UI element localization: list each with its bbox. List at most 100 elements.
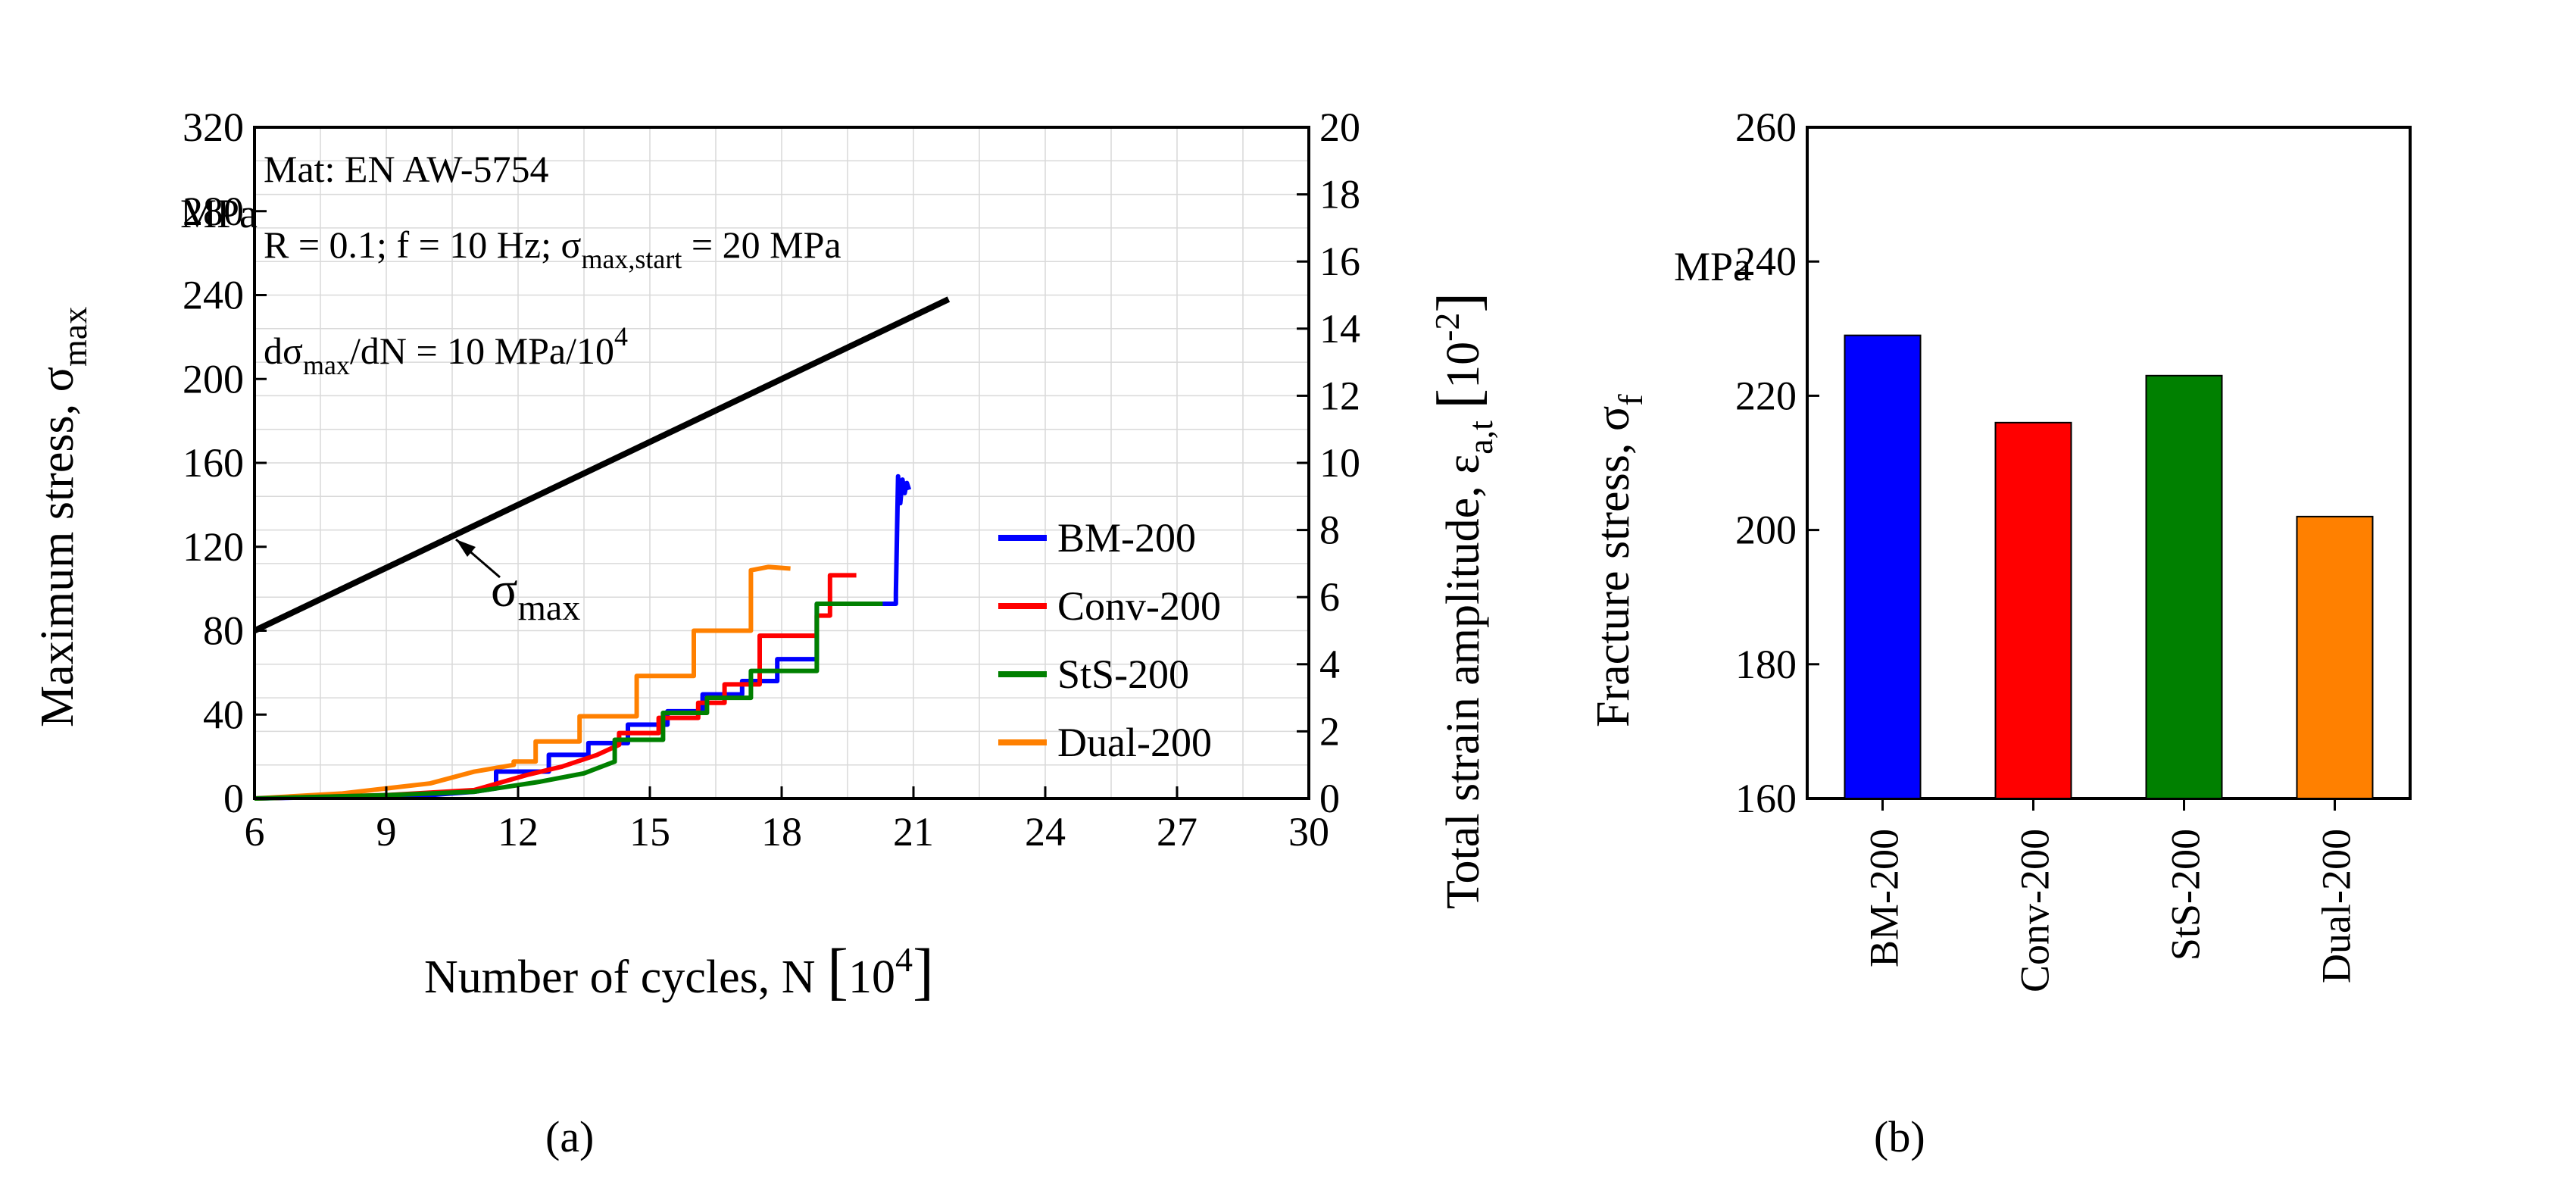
sigma-max-symbol: σ <box>491 562 518 617</box>
sigma-max-subscript: max <box>518 588 581 628</box>
y-left-title-main: Maximum stress, σ <box>32 367 83 727</box>
params-subscript: max,start <box>581 244 682 274</box>
y-right-tick-label: 14 <box>1319 306 1360 352</box>
y-right-title-main: Total strain amplitude, ε <box>1438 455 1489 909</box>
bar-dual-200 <box>2296 515 2374 799</box>
plot-area <box>253 296 951 801</box>
legend: BM-200 Conv-200 StS-200 Dual-200 <box>998 515 1221 765</box>
y-right-tick-label: 4 <box>1319 642 1340 687</box>
x-tick-label: 27 <box>1157 809 1197 855</box>
y-right-tick-label: 12 <box>1319 373 1360 418</box>
y-left-title-sub: max <box>55 307 94 367</box>
bar-x-label-sts-200: StS-200 <box>2163 829 2209 961</box>
y-left-tick-label: 120 <box>183 524 244 570</box>
bar-conv-200 <box>1994 421 2072 800</box>
params-suffix: = 20 MPa <box>682 223 841 266</box>
x-bracket-open: [ <box>827 936 848 1007</box>
x-tick-label: 12 <box>498 809 539 855</box>
y-right-axis-title: Total strain amplitude, εa,t [10-2] <box>1425 292 1500 909</box>
bar-x-label-conv-200: Conv-200 <box>2012 829 2058 992</box>
y-right-bracket-open: [ <box>1425 389 1492 409</box>
bar-plot-frame <box>1806 126 2412 800</box>
x-bracket-close: ] <box>913 936 934 1007</box>
bar-bm-200 <box>1844 334 1922 800</box>
rate-d: dσ <box>264 330 303 372</box>
y-right-bracket-close: ] <box>1425 292 1492 313</box>
bars <box>1844 334 2374 800</box>
bar-y-title-sub: f <box>1611 394 1650 406</box>
legend-label-conv-200: Conv-200 <box>1057 583 1221 629</box>
y-right-tick-label: 20 <box>1319 105 1360 150</box>
bar-y-tick-label: 200 <box>1735 508 1797 553</box>
x-ticks: 6 9 12 15 18 21 24 27 30 <box>245 786 1329 855</box>
y-right-ticks: 0 2 4 6 8 10 12 14 16 18 20 <box>1297 105 1360 821</box>
y-right-tick-label: 10 <box>1319 440 1360 486</box>
params-prefix: R = 0.1; f = 10 Hz; <box>264 223 560 266</box>
x-tick-label: 18 <box>761 809 802 855</box>
y-right-title-sub: a,t <box>1461 420 1500 455</box>
bar-y-title-main: Fracture stress, σ <box>1588 406 1639 727</box>
bar-y-ticks: 160 180 200 220 240 260 <box>1735 105 1819 821</box>
params-sigma: σ <box>560 223 581 266</box>
panel-a-label: (a) <box>545 1112 594 1161</box>
y-right-tick-label: 6 <box>1319 574 1340 620</box>
bar-sts-200 <box>2145 374 2223 799</box>
bar-y-tick-label: 260 <box>1735 105 1797 150</box>
bar-x-label-bm-200: BM-200 <box>1862 829 1907 967</box>
y-left-unit: MPa <box>180 191 258 236</box>
x-tick-label: 30 <box>1288 809 1329 855</box>
bar-y-axis-title: Fracture stress, σf <box>1588 394 1650 727</box>
panel-a-line-chart: 6 9 12 15 18 21 24 27 30 04080120160200240280320… <box>32 105 1500 1161</box>
rate-subscript: max <box>303 350 350 380</box>
series-line-dual-200 <box>254 564 791 801</box>
panel-b-label: (b) <box>1874 1112 1925 1161</box>
x-tick-label: 24 <box>1025 809 1066 855</box>
annotation-params: R = 0.1; f = 10 Hz; σmax,start = 20 MPa <box>264 223 841 274</box>
sigma-max-arrowhead <box>456 539 476 557</box>
sigma-max-curve-label: σmax <box>491 562 580 628</box>
y-right-exponent: -2 <box>1428 313 1466 342</box>
y-left-tick-label: 200 <box>183 356 244 402</box>
bar-y-tick-label: 240 <box>1735 239 1797 284</box>
y-left-tick-label: 40 <box>203 692 244 737</box>
sigma-max-line <box>253 296 951 634</box>
bar-y-tick-label: 160 <box>1735 776 1797 821</box>
grid <box>254 127 1309 798</box>
y-right-tick-label: 2 <box>1319 708 1340 754</box>
rate-exponent: 4 <box>614 321 628 352</box>
y-right-tick-label: 18 <box>1319 172 1360 217</box>
x-tick-label: 15 <box>629 809 670 855</box>
x-exponent: 4 <box>895 940 913 979</box>
y-right-ten: 10 <box>1438 342 1489 389</box>
y-left-ticks: 0 40 80 120 160 200 240 280 320 <box>183 105 267 821</box>
x-axis-title: Number of cycles, N [104] <box>424 936 934 1007</box>
y-right-tick-label: 16 <box>1319 239 1360 284</box>
y-left-tick-label: 0 <box>223 776 244 821</box>
x-ten: 10 <box>848 952 895 1003</box>
annotation-material: Mat: EN AW-5754 <box>264 148 549 190</box>
x-tick-label: 21 <box>893 809 934 855</box>
y-left-axis-title: Maximum stress, σmax <box>32 307 94 727</box>
bar-x-label-dual-200: Dual-200 <box>2314 829 2359 983</box>
annotation-rate: dσmax/dN = 10 MPa/104 <box>264 321 628 380</box>
y-left-tick-label: 240 <box>183 273 244 318</box>
legend-label-bm-200: BM-200 <box>1057 515 1196 561</box>
bar-y-unit: MPa <box>1674 244 1751 289</box>
series-line-sts-200 <box>254 602 883 801</box>
x-tick-label: 9 <box>376 809 397 855</box>
legend-label-sts-200: StS-200 <box>1057 652 1189 697</box>
bar-y-tick-label: 220 <box>1735 373 1797 418</box>
legend-label-dual-200: Dual-200 <box>1057 720 1212 765</box>
bar-y-tick-label: 180 <box>1735 642 1797 687</box>
rate-mid: /dN = 10 MPa/10 <box>350 330 614 372</box>
panel-b-bar-chart: 160 180 200 220 240 260 BM-200 Conv-200 StS-200… <box>1588 105 2412 1161</box>
bar-x-labels: BM-200 Conv-200 StS-200 Dual-200 <box>1862 798 2359 992</box>
x-title-main: Number of cycles, N <box>424 952 827 1003</box>
y-left-tick-label: 320 <box>183 105 244 150</box>
y-right-tick-label: 0 <box>1319 776 1340 821</box>
y-left-tick-label: 80 <box>203 608 244 654</box>
y-left-tick-label: 280 <box>183 189 244 234</box>
y-right-tick-label: 8 <box>1319 508 1340 553</box>
x-tick-label: 6 <box>245 809 265 855</box>
